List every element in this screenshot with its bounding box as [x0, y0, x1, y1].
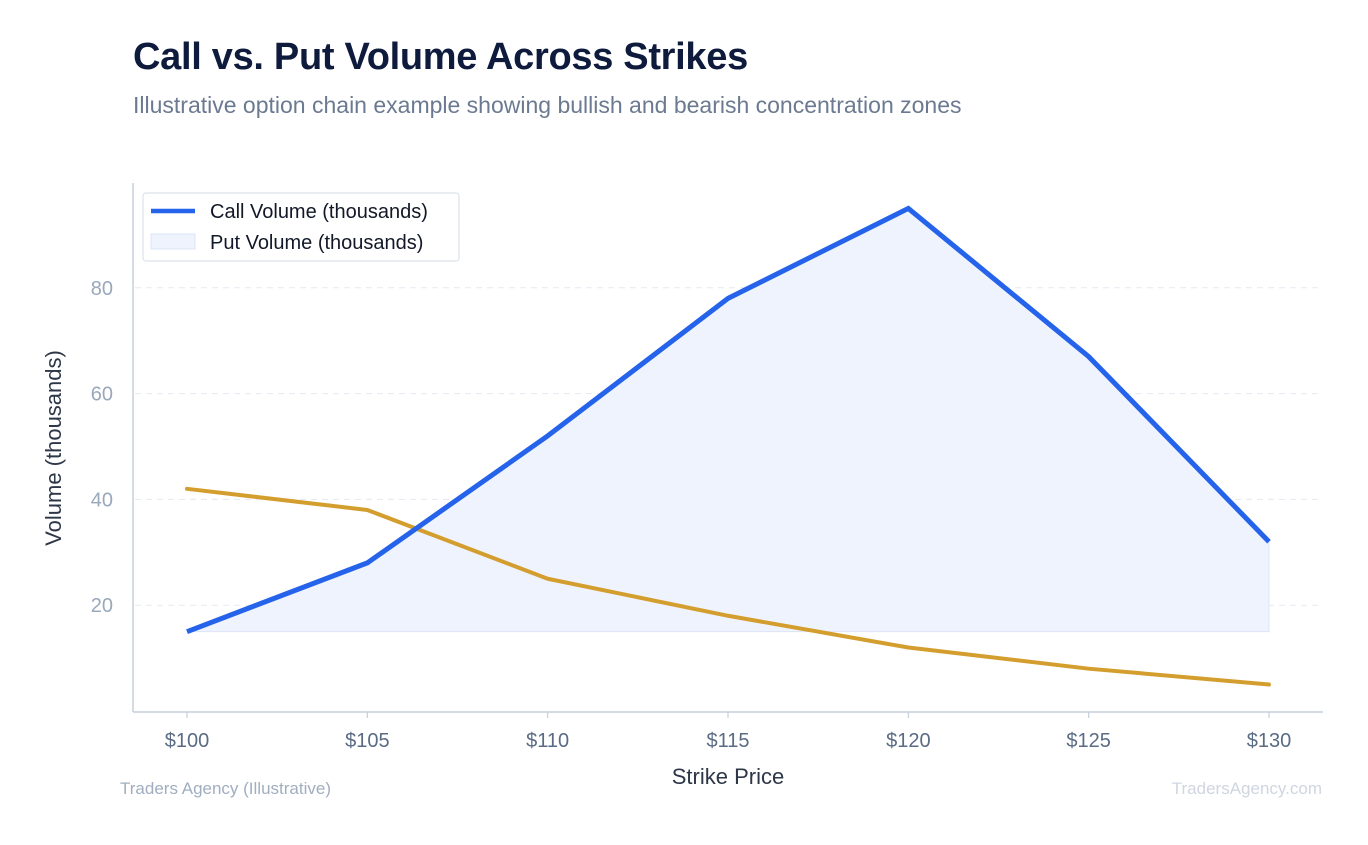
watermark: TradersAgency.com	[1171, 779, 1322, 798]
y-tick-label: 60	[91, 384, 113, 406]
y-axis-ticks: 20 40 60 80	[91, 278, 113, 617]
x-tick-label: $115	[706, 730, 749, 752]
x-axis-ticks: $100 $105 $110 $115 $120 $125 $130	[165, 712, 1292, 752]
call-volume-line	[186, 205, 1271, 634]
x-tick-label: $110	[526, 730, 569, 752]
y-tick-label: 80	[91, 278, 113, 300]
legend-put-swatch	[150, 233, 196, 250]
legend-call-label: Call Volume (thousands)	[210, 201, 428, 223]
legend: Call Volume (thousands) Put Volume (thou…	[142, 192, 460, 262]
put-volume-line	[185, 486, 1271, 687]
x-tick-label: $105	[345, 730, 390, 752]
y-tick-label: 40	[91, 489, 113, 511]
x-tick-label: $100	[165, 730, 210, 752]
x-tick-label: $130	[1247, 730, 1292, 752]
legend-put-label: Put Volume (thousands)	[210, 232, 423, 254]
x-axis-title: Strike Price	[672, 764, 784, 789]
y-tick-label: 20	[91, 595, 113, 617]
legend-box	[142, 192, 460, 262]
chart-subtitle: Illustrative option chain example showin…	[133, 92, 962, 118]
chart-title: Call vs. Put Volume Across Strikes	[133, 36, 748, 78]
x-tick-label: $120	[886, 730, 931, 752]
y-axis-title: Volume (thousands)	[41, 350, 66, 546]
x-tick-label: $125	[1066, 730, 1111, 752]
source-credit: Traders Agency (Illustrative)	[120, 779, 331, 798]
